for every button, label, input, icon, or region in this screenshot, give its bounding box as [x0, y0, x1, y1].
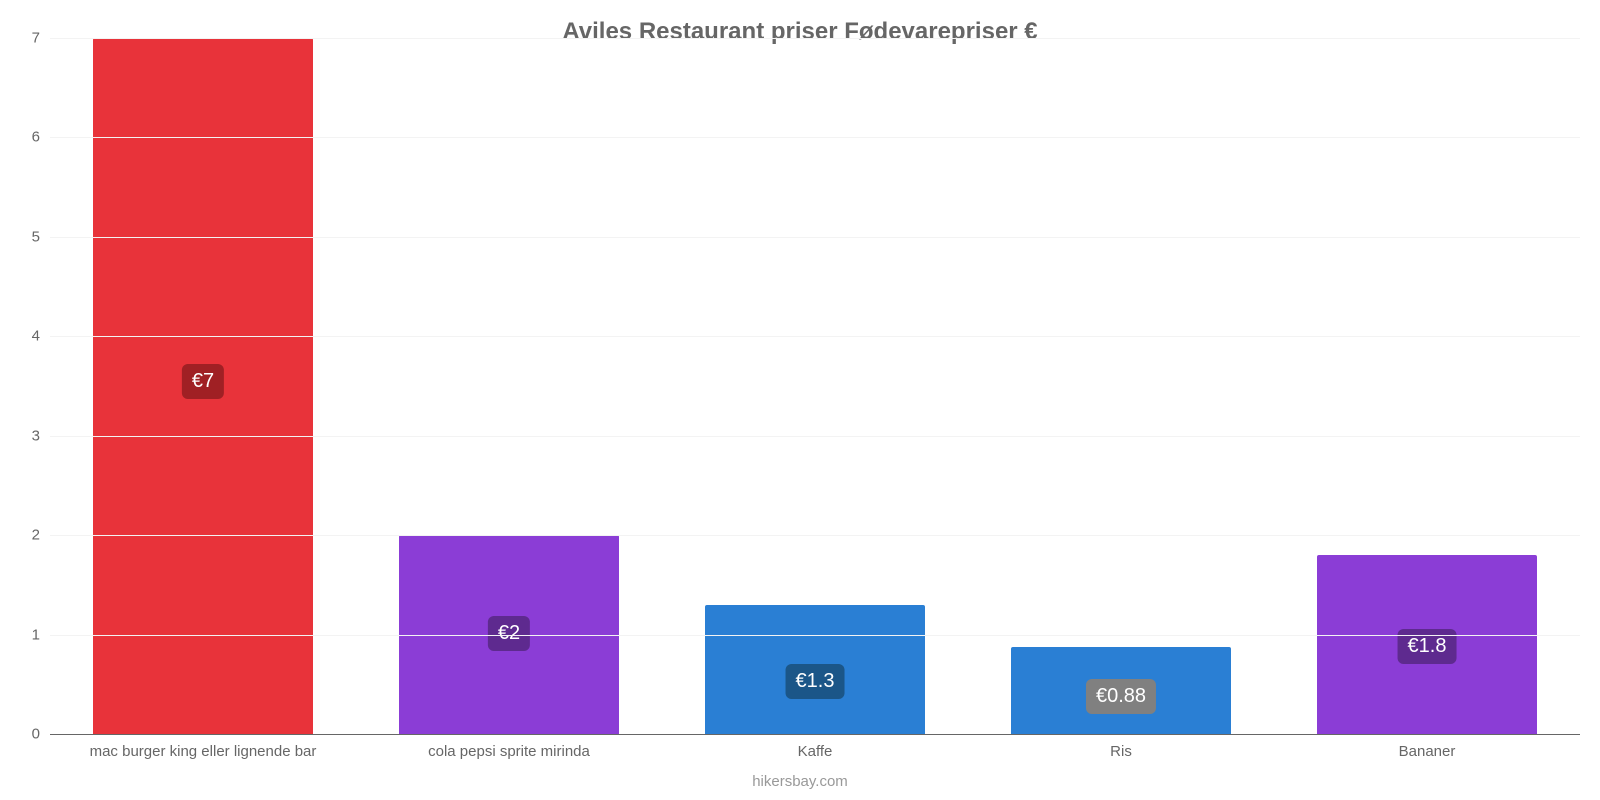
y-tick-label: 4 — [10, 328, 50, 345]
y-tick-label: 5 — [10, 228, 50, 245]
bar: €1.3 — [705, 605, 925, 734]
bar-value-label: €2 — [488, 616, 530, 651]
y-tick-label: 6 — [10, 129, 50, 146]
x-axis-label: Bananer — [1274, 737, 1580, 760]
plot-area: €7€2€1.3€0.88€1.8 01234567 — [50, 38, 1580, 735]
y-tick-label: 3 — [10, 427, 50, 444]
bars-row: €7 €2 €1.3 €0.88 €1.8 — [50, 38, 1580, 734]
gridline — [50, 635, 1580, 636]
bar-value-label: €1.3 — [786, 664, 845, 699]
bar-slot: €7 — [50, 38, 356, 734]
bar-value-label: €7 — [182, 364, 224, 399]
gridline — [50, 436, 1580, 437]
gridline — [50, 237, 1580, 238]
x-axis-label: mac burger king eller lignende bar — [50, 737, 356, 760]
gridline — [50, 38, 1580, 39]
chart-container: Aviles Restaurant priser Fødevarepriser … — [0, 0, 1600, 800]
gridline — [50, 137, 1580, 138]
x-axis-label: Kaffe — [662, 737, 968, 760]
bar-slot: €1.3 — [662, 38, 968, 734]
x-axis-label: Ris — [968, 737, 1274, 760]
bar-value-label: €0.88 — [1086, 679, 1156, 714]
gridline — [50, 535, 1580, 536]
bar-slot: €1.8 — [1274, 38, 1580, 734]
bar-slot: €0.88 — [968, 38, 1274, 734]
y-tick-label: 1 — [10, 626, 50, 643]
gridline — [50, 336, 1580, 337]
bar-slot: €2 — [356, 38, 662, 734]
bar: €7 — [93, 38, 313, 734]
y-tick-label: 0 — [10, 726, 50, 743]
bar: €1.8 — [1317, 555, 1537, 734]
source-label: hikersbay.com — [0, 773, 1600, 790]
y-tick-label: 2 — [10, 527, 50, 544]
x-axis-label: cola pepsi sprite mirinda — [356, 737, 662, 760]
x-axis-labels: mac burger king eller lignende barcola p… — [50, 737, 1580, 760]
y-tick-label: 7 — [10, 30, 50, 47]
bar: €0.88 — [1011, 647, 1231, 734]
